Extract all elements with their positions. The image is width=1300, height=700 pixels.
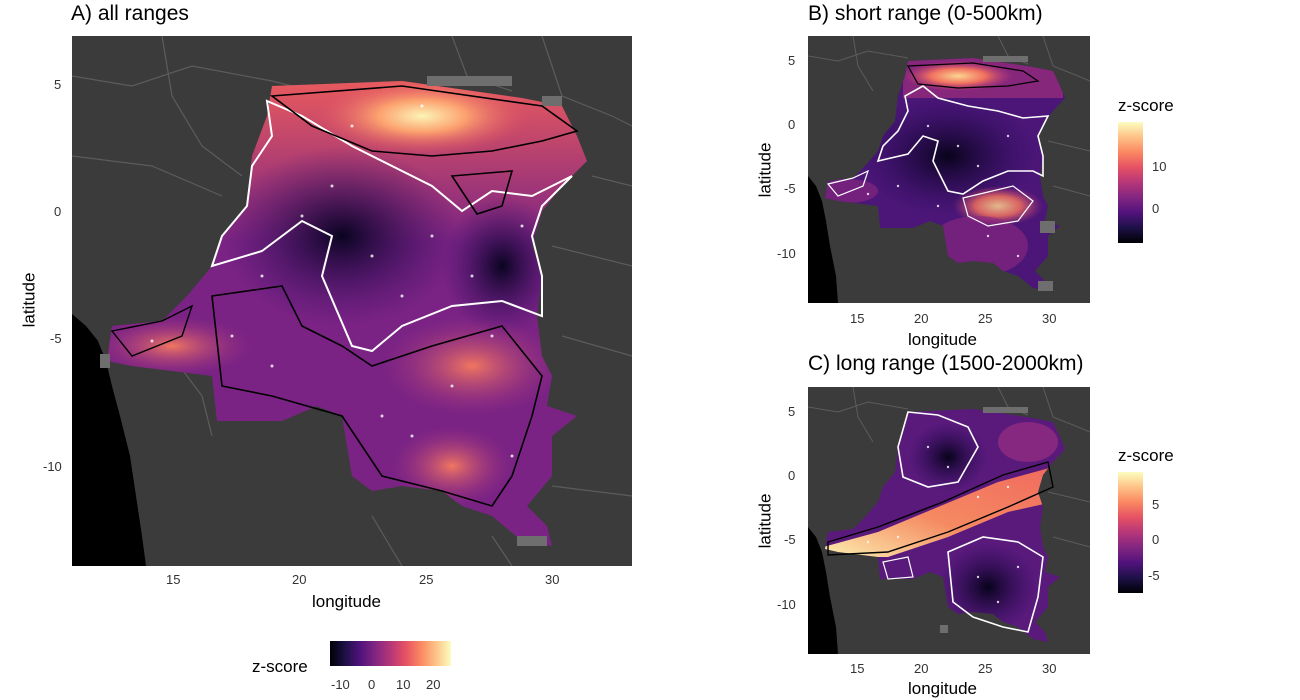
panel-c-colorbar: [1118, 472, 1143, 593]
panel-b-legend-title: z-score: [1118, 96, 1174, 115]
panel-b-xtick: 30: [1042, 311, 1057, 326]
panel-a-colorbar: [330, 641, 451, 666]
panel-b-ytick: -10: [777, 246, 796, 261]
panel-b-xtick: 20: [914, 311, 929, 326]
panel-c-ytick: -10: [777, 597, 796, 612]
panel-a-xtick: 25: [419, 572, 434, 587]
panel-c-xtick: 15: [850, 661, 865, 676]
panel-b-ytick: -5: [784, 181, 796, 196]
panel-a-xtick: 30: [545, 572, 560, 587]
panel-a-legend-tick: 0: [368, 677, 376, 692]
panel-a-legend-tick: -10: [331, 677, 350, 692]
panel-a-ytick: -5: [50, 331, 62, 346]
panel-a-ytick: 0: [54, 204, 62, 219]
panel-c-legend-tick: 5: [1152, 497, 1160, 512]
panel-c-legend-title: z-score: [1118, 446, 1174, 465]
panel-a-legend-tick: 10: [396, 677, 411, 692]
panel-c-xtick: 30: [1042, 661, 1057, 676]
panel-b-ytick: 0: [788, 117, 796, 132]
panel-a-ytick: -10: [43, 459, 62, 474]
panel-a-ylabel: latitude: [19, 272, 39, 328]
panel-a-legend-title: z-score: [252, 657, 308, 676]
panel-a-xtick: 20: [292, 572, 307, 587]
panel-b-legend-tick: 10: [1152, 159, 1167, 174]
panel-c-xtick: 25: [978, 661, 993, 676]
panel-b-colorbar: [1118, 122, 1143, 243]
panel-a-xlabel: longitude: [312, 592, 382, 611]
panel-b-legend-tick: 0: [1152, 201, 1160, 216]
panel-b-title: B) short range (0-500km): [808, 2, 1043, 25]
panel-a-xtick: 15: [166, 572, 181, 587]
panel-a-map: [72, 36, 632, 566]
panel-c-ylabel: latitude: [755, 493, 775, 549]
panel-b-xtick: 25: [978, 311, 993, 326]
panel-c-ytick: -5: [784, 532, 796, 547]
panel-b-xtick: 15: [850, 311, 865, 326]
panel-c-ytick: 0: [788, 468, 796, 483]
panel-c-xlabel: longitude: [908, 679, 978, 698]
panel-c-ytick: 5: [788, 404, 796, 419]
panel-c-xtick: 20: [914, 661, 929, 676]
panel-c-legend-tick: -5: [1148, 568, 1160, 583]
panel-c-title: C) long range (1500-2000km): [808, 352, 1084, 375]
panel-b-ylabel: latitude: [755, 142, 775, 198]
panel-a-ytick: 5: [54, 77, 62, 92]
panel-c-legend-tick: 0: [1152, 532, 1160, 547]
panel-b-map: [808, 36, 1090, 303]
panel-c-map: [808, 387, 1090, 654]
panel-b-xlabel: longitude: [908, 330, 978, 349]
panel-a-title: A) all ranges: [71, 2, 189, 25]
panel-b-ytick: 5: [788, 53, 796, 68]
panel-a-legend-tick: 20: [426, 677, 441, 692]
